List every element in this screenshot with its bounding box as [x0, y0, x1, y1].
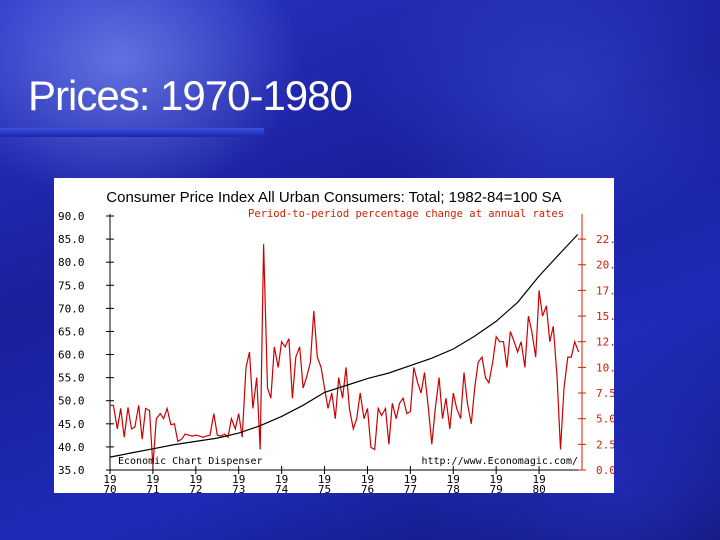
x-tick-label-century: 19 — [447, 473, 460, 486]
x-tick-label-year: 80 — [532, 483, 545, 493]
left-tick-label: 90.0 — [58, 210, 85, 223]
chart-panel: Consumer Price Index All Urban Consumers… — [54, 178, 614, 493]
right-tick-label: 0.0 — [596, 464, 614, 477]
x-tick-label-year: 70 — [103, 483, 116, 493]
right-tick-label: 10.0 — [596, 361, 614, 374]
left-tick-label: 80.0 — [58, 256, 85, 269]
chart-subtitle: Period-to-period percentage change at an… — [248, 208, 564, 220]
right-tick-label: 5.0 — [596, 413, 614, 426]
right-tick-label: 22.5 — [596, 233, 614, 246]
x-tick-label-century: 19 — [232, 473, 245, 486]
right-tick-label: 2.5 — [596, 438, 614, 451]
title-underline — [0, 128, 264, 137]
x-tick-label-year: 71 — [146, 483, 159, 493]
chart-title: Consumer Price Index All Urban Consumers… — [106, 189, 561, 206]
x-tick-label-century: 19 — [404, 473, 417, 486]
left-tick-label: 40.0 — [58, 441, 85, 454]
left-tick-label: 75.0 — [58, 279, 85, 292]
x-tick-label-year: 75 — [318, 483, 331, 493]
x-tick-label-year: 77 — [404, 483, 417, 493]
x-tick-label-year: 78 — [447, 483, 460, 493]
right-tick-label: 12.5 — [596, 336, 614, 349]
x-tick-label-century: 19 — [361, 473, 374, 486]
x-axis-ticks: 1970197119721973197419751976197719781979… — [103, 466, 546, 493]
x-tick-label-century: 19 — [103, 473, 116, 486]
right-tick-label: 20.0 — [596, 259, 614, 272]
left-tick-label: 85.0 — [58, 233, 85, 246]
percent-change-series-line — [110, 244, 580, 466]
footer-url: http://www.Economagic.com/ — [421, 456, 578, 467]
x-tick-label-year: 72 — [189, 483, 202, 493]
left-tick-label: 55.0 — [58, 372, 85, 385]
right-tick-label: 7.5 — [596, 387, 614, 400]
left-tick-label: 45.0 — [58, 418, 85, 431]
x-tick-label-century: 19 — [532, 473, 545, 486]
left-tick-label: 35.0 — [58, 464, 85, 477]
slide-title: Prices: 1970-1980 — [28, 72, 353, 119]
right-axis-ticks: 0.0 2.5 5.0 7.5 10.0 12.5 15.0 17.5 20.0 22.5 — [578, 233, 614, 477]
cpi-level-series-line — [109, 234, 579, 458]
cpi-chart: Consumer Price Index All Urban Consumers… — [58, 189, 614, 493]
right-tick-label: 15.0 — [596, 310, 614, 323]
left-tick-label: 65.0 — [58, 325, 85, 338]
x-tick-label-century: 19 — [318, 473, 331, 486]
left-tick-label: 60.0 — [58, 349, 85, 362]
x-tick-label-year: 73 — [232, 483, 245, 493]
x-tick-label-century: 19 — [189, 473, 202, 486]
x-tick-label-year: 76 — [361, 483, 374, 493]
left-tick-label: 50.0 — [58, 395, 85, 408]
x-tick-label-year: 74 — [275, 483, 289, 493]
right-tick-label: 17.5 — [596, 284, 614, 297]
left-axis-ticks: 35.0 40.0 45.0 50.0 55.0 60.0 65.0 70.0 75.0 80.0… — [58, 210, 114, 477]
x-tick-label-century: 19 — [146, 473, 159, 486]
x-tick-label-year: 79 — [490, 483, 503, 493]
x-tick-label-century: 19 — [275, 473, 288, 486]
x-tick-label-century: 19 — [490, 473, 503, 486]
left-tick-label: 70.0 — [58, 302, 85, 315]
footer-credit: Economic Chart Dispenser — [118, 456, 263, 467]
